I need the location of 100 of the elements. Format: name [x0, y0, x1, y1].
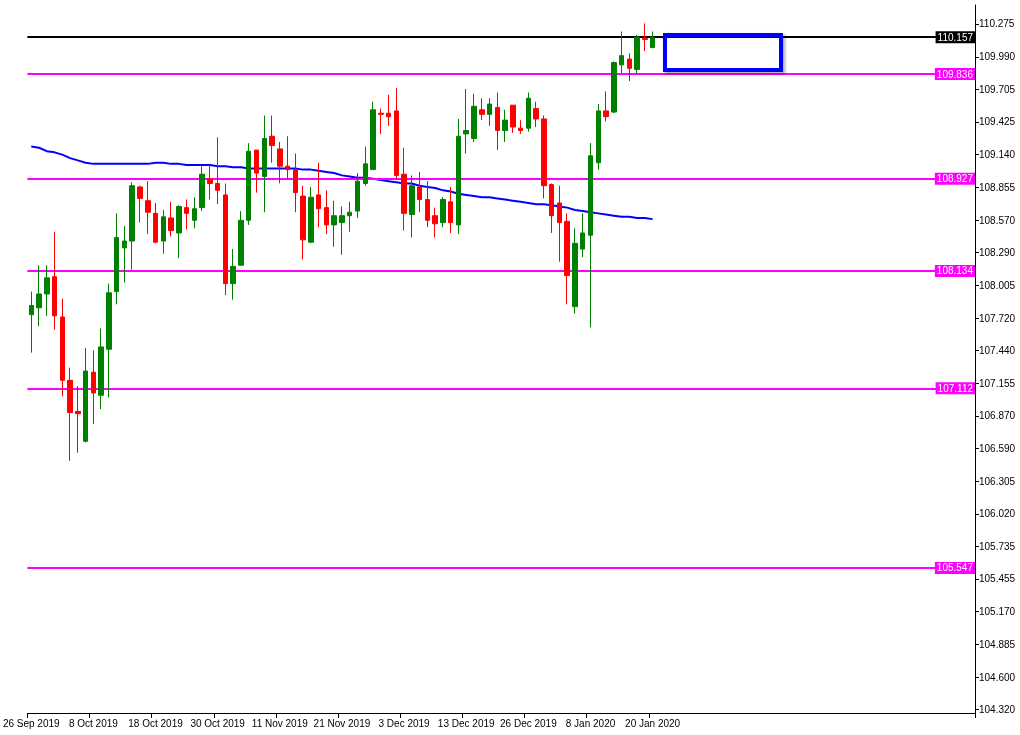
candlestick: [619, 30, 624, 74]
candlestick: [479, 97, 485, 121]
candlestick: [91, 349, 96, 425]
candlestick: [114, 212, 119, 305]
candlestick: [580, 212, 585, 258]
candlestick: [137, 185, 143, 224]
y-tick-label: 106.590: [979, 442, 1016, 454]
candlestick: [394, 87, 399, 181]
candlestick: [75, 385, 81, 454]
candlestick: [650, 30, 655, 49]
candlestick: [627, 52, 632, 82]
candlestick: [440, 196, 446, 228]
candlestick: [316, 162, 321, 228]
y-tick-label: 104.320: [979, 704, 1016, 716]
line-series: [30, 145, 654, 221]
y-tick-label: 110.275: [979, 18, 1015, 30]
candlestick: [67, 367, 73, 462]
candlestick: [518, 119, 523, 135]
candlestick: [557, 185, 562, 263]
ref-line-label: 105.547: [936, 562, 974, 574]
candlestick: [269, 115, 275, 164]
x-tick-label: 26 Sep 2019: [2, 717, 61, 729]
candlestick: [223, 182, 228, 296]
candlestick: [254, 149, 259, 194]
candlestick: [98, 327, 104, 410]
candlestick: [184, 199, 189, 230]
x-tick-label: 18 Oct 2019: [128, 717, 184, 729]
candlestick: [192, 196, 197, 229]
candlestick: [52, 231, 57, 331]
candlestick: [308, 186, 314, 244]
x-tick-label: 8 Oct 2019: [68, 717, 119, 729]
y-tick-label: 105.170: [979, 606, 1016, 618]
candlestick: [564, 212, 570, 305]
y-tick-label: 106.020: [979, 508, 1016, 520]
y-tick-label: 109.425: [979, 116, 1016, 128]
candlestick: [230, 248, 236, 301]
y-tick-label: 108.855: [979, 181, 1016, 193]
candlestick: [106, 283, 112, 399]
y-tick-label: 108.005: [979, 279, 1016, 291]
candlestick: [409, 174, 415, 239]
candlestick: [277, 141, 283, 184]
y-tick-label: 107.440: [979, 344, 1016, 356]
y-tick-label: 104.885: [979, 639, 1016, 650]
y-tick-label: 105.455: [979, 573, 1016, 585]
candlestick: [425, 180, 430, 228]
candlestick: [246, 142, 251, 226]
x-tick-label: 21 Nov 2019: [313, 717, 371, 729]
ref-line-label: 109.836: [936, 68, 974, 80]
candlestick: [168, 201, 174, 237]
candlestick: [36, 264, 42, 327]
candlestick: [145, 180, 151, 235]
candlestick: [347, 201, 352, 233]
candlestick: [355, 172, 360, 219]
y-tick-label: 106.870: [979, 410, 1016, 422]
candlestick: [495, 91, 500, 151]
candlestick: [401, 147, 407, 232]
candlestick: [83, 347, 88, 443]
candlestick: [642, 22, 648, 52]
candlestick: [215, 136, 220, 205]
candlestick: [44, 264, 50, 317]
candlestick: [533, 101, 539, 128]
candlestick: [153, 202, 158, 244]
candlestick: [487, 97, 492, 127]
ref-line-label: 107.112: [937, 382, 974, 394]
candlestick: [363, 146, 368, 187]
candlestick: [378, 108, 384, 135]
candlestick: [432, 207, 438, 239]
candlestick: [331, 200, 337, 248]
y-tick-label: 107.155: [979, 377, 1016, 389]
candlestick: [596, 103, 601, 171]
candlestick: [634, 34, 640, 74]
candlestick: [448, 186, 453, 234]
candlestick: [526, 91, 531, 133]
candlestick: [510, 104, 516, 134]
candlestick: [238, 210, 244, 266]
x-tick-label: 26 Dec 2019: [500, 717, 558, 729]
candlestick: [262, 115, 267, 213]
ref-line-label: 110.157: [937, 31, 974, 43]
candlestick: [300, 185, 306, 260]
candlestick: [293, 153, 298, 213]
y-tick-label: 109.990: [979, 51, 1016, 63]
candlestick: [176, 204, 182, 259]
candlestick: [588, 142, 593, 328]
candlestick: [207, 164, 213, 201]
candlestick: [199, 165, 205, 212]
x-tick-label: 13 Dec 2019: [437, 717, 496, 729]
candlestick: [456, 118, 461, 235]
x-tick-label: 11 Nov 2019: [251, 717, 309, 729]
x-tick-label: 8 Jan 2020: [565, 717, 616, 729]
candlestick: [60, 298, 65, 397]
y-tick-label: 109.705: [979, 84, 1016, 96]
y-tick-label: 106.305: [979, 475, 1016, 487]
ref-line-label: 108.134: [936, 265, 974, 277]
y-tick-label: 109.140: [979, 149, 1016, 161]
candlestick: [122, 225, 127, 283]
candlestick: [463, 88, 469, 155]
candlestick: [549, 182, 554, 234]
x-tick-label: 3 Dec 2019: [378, 717, 431, 729]
candlestick: [370, 101, 376, 171]
y-tick-label: 108.570: [979, 214, 1016, 226]
